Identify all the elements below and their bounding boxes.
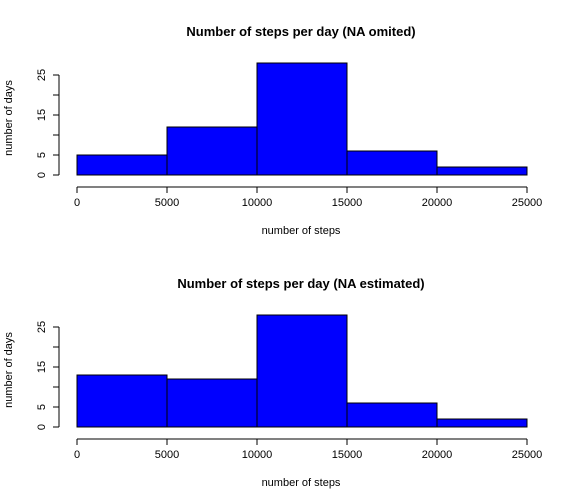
x-tick-label: 25000 bbox=[512, 449, 543, 461]
x-tick-label: 5000 bbox=[155, 449, 179, 461]
x-axis: 0 5000 10000 15000 20000 25000 bbox=[74, 438, 543, 461]
histogram-bar bbox=[346, 402, 438, 428]
histogram-bar bbox=[166, 378, 258, 428]
y-tick-label: 15 bbox=[36, 109, 48, 121]
y-axis: 0 5 15 25 bbox=[36, 69, 60, 178]
y-axis-label: number of days bbox=[3, 332, 15, 408]
y-tick-label: 5 bbox=[36, 404, 48, 410]
x-axis: 0 5000 10000 15000 20000 25000 bbox=[74, 186, 543, 209]
x-tick-label: 15000 bbox=[332, 449, 363, 461]
x-tick-label: 20000 bbox=[422, 449, 453, 461]
histogram-bar bbox=[166, 126, 258, 176]
x-axis-label: number of steps bbox=[262, 477, 341, 489]
x-axis-label: number of steps bbox=[262, 225, 341, 237]
x-tick-label: 15000 bbox=[332, 197, 363, 209]
bars bbox=[76, 314, 528, 428]
histogram-bar bbox=[346, 150, 438, 176]
x-tick-label: 0 bbox=[74, 197, 80, 209]
x-tick-label: 0 bbox=[74, 449, 80, 461]
histogram-bar bbox=[436, 166, 528, 176]
y-tick-label: 0 bbox=[36, 424, 48, 430]
x-tick-label: 5000 bbox=[155, 197, 179, 209]
x-tick-label: 10000 bbox=[242, 449, 273, 461]
y-axis-label: number of days bbox=[3, 80, 15, 156]
histogram-bar bbox=[256, 314, 348, 428]
y-tick-label: 15 bbox=[36, 361, 48, 373]
x-tick-label: 20000 bbox=[422, 197, 453, 209]
y-tick-label: 5 bbox=[36, 152, 48, 158]
chart-title: Number of steps per day (NA estimated) bbox=[177, 276, 424, 291]
y-tick-label: 0 bbox=[36, 172, 48, 178]
histogram-bar bbox=[256, 62, 348, 176]
x-tick-label: 10000 bbox=[242, 197, 273, 209]
chart-title: Number of steps per day (NA omited) bbox=[186, 24, 415, 39]
bars bbox=[76, 62, 528, 176]
histogram-bar bbox=[76, 374, 168, 428]
y-tick-label: 25 bbox=[36, 69, 48, 81]
histogram-bar bbox=[436, 418, 528, 428]
x-tick-label: 25000 bbox=[512, 197, 543, 209]
histogram-panel-omitted: Number of steps per day (NA omited) 0 5 15… bbox=[3, 24, 542, 237]
y-tick-label: 25 bbox=[36, 321, 48, 333]
y-axis: 0 5 15 25 bbox=[36, 321, 60, 430]
histogram-panel-estimated: Number of steps per day (NA estimated) 0… bbox=[3, 276, 542, 489]
histogram-bar bbox=[76, 154, 168, 176]
